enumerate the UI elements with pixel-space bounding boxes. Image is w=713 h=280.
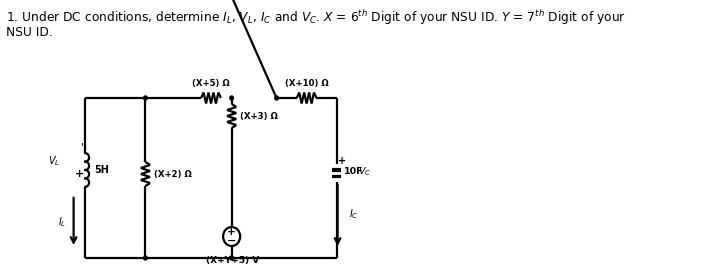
Text: 1. Under DC conditions, determine $I_L$, $V_L$, $I_C$ and $V_C$. $X$ = 6$^{th}$ : 1. Under DC conditions, determine $I_L$,… (6, 8, 626, 27)
Text: NSU ID.: NSU ID. (6, 26, 53, 39)
Text: +: + (76, 169, 85, 179)
Circle shape (275, 96, 278, 100)
Text: (X+5) Ω: (X+5) Ω (192, 79, 230, 88)
Text: +: + (227, 227, 236, 237)
Text: $I_C$: $I_C$ (349, 207, 359, 221)
Circle shape (230, 96, 233, 100)
Text: $I_L$: $I_L$ (58, 216, 66, 229)
Text: ': ' (81, 142, 84, 152)
Text: (X+Y+5) V: (X+Y+5) V (206, 256, 259, 265)
Text: 10F: 10F (344, 167, 364, 176)
Text: (X+10) Ω: (X+10) Ω (284, 79, 329, 88)
Text: (X+2) Ω: (X+2) Ω (153, 169, 191, 179)
Text: (X+3) Ω: (X+3) Ω (240, 111, 277, 120)
Text: +: + (338, 156, 346, 166)
Text: −: − (227, 236, 236, 246)
Text: 5H: 5H (94, 165, 109, 175)
Circle shape (143, 96, 148, 100)
Text: $V_C$: $V_C$ (358, 166, 371, 178)
Circle shape (230, 256, 233, 260)
Circle shape (143, 256, 148, 260)
Text: $V_L$: $V_L$ (48, 154, 60, 168)
